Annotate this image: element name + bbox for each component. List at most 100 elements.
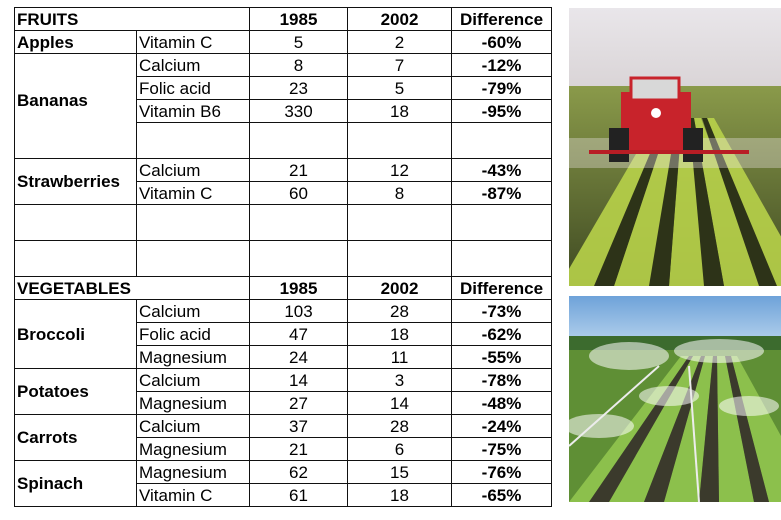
difference-cell: -43% bbox=[451, 158, 553, 182]
value-1985: 47 bbox=[249, 322, 349, 346]
difference-cell: -55% bbox=[451, 345, 553, 369]
nutrient-cell: Calcium bbox=[135, 368, 251, 392]
nutrient-cell: Vitamin C bbox=[135, 30, 251, 54]
food-name: Potatoes bbox=[14, 368, 137, 415]
value-1985: 23 bbox=[249, 76, 349, 100]
difference-cell: -12% bbox=[451, 53, 553, 77]
empty-row bbox=[14, 240, 553, 277]
value-1985: 27 bbox=[249, 391, 349, 415]
difference-cell: -65% bbox=[451, 483, 553, 507]
value-1985: 103 bbox=[249, 299, 349, 323]
field-irrigation-sprinklers-photo bbox=[569, 296, 781, 502]
fruits-heading: FRUITS bbox=[13, 7, 251, 31]
value-1985: 330 bbox=[249, 99, 349, 123]
empty-cell bbox=[14, 204, 137, 241]
value-2002: 14 bbox=[347, 391, 453, 415]
empty-cell bbox=[347, 122, 453, 159]
value-1985: 61 bbox=[249, 483, 349, 507]
table-row: Bananas Calcium 8 7 -12% bbox=[14, 53, 553, 159]
value-1985: 21 bbox=[249, 158, 349, 182]
difference-cell: -78% bbox=[451, 368, 553, 392]
table-row: Vitamin C 61 18 -65% bbox=[15, 483, 553, 507]
empty-cell bbox=[135, 122, 251, 159]
difference-cell: -60% bbox=[451, 30, 553, 54]
value-1985: 5 bbox=[249, 30, 349, 54]
difference-cell: -62% bbox=[451, 322, 553, 346]
value-2002: 28 bbox=[347, 414, 453, 438]
value-2002: 7 bbox=[347, 53, 453, 77]
year-1985-header: 1985 bbox=[249, 7, 349, 31]
nutrient-cell: Folic acid bbox=[135, 322, 251, 346]
value-1985: 24 bbox=[249, 345, 349, 369]
empty-cell bbox=[14, 240, 137, 277]
empty-cell bbox=[249, 240, 349, 277]
nutrient-cell: Vitamin B6 bbox=[135, 99, 251, 123]
vegetables-header-row: VEGETABLES 1985 2002 Difference bbox=[13, 276, 553, 300]
table-row: Broccoli Calcium 103 28 -73% bbox=[14, 299, 553, 369]
empty-cell bbox=[249, 204, 349, 241]
value-2002: 18 bbox=[347, 483, 453, 507]
value-2002: 15 bbox=[347, 460, 453, 484]
table-row: Magnesium 27 14 -48% bbox=[15, 391, 553, 415]
difference-cell: -73% bbox=[451, 299, 553, 323]
table-row: Carrots Calcium 37 28 -24% bbox=[14, 414, 553, 461]
difference-cell: -79% bbox=[451, 76, 553, 100]
empty-row bbox=[15, 122, 553, 159]
difference-cell: -87% bbox=[451, 181, 553, 205]
table-row: Apples Vitamin C 5 2 -60% bbox=[14, 30, 553, 54]
value-2002: 11 bbox=[347, 345, 453, 369]
year-1985-header: 1985 bbox=[249, 276, 349, 300]
table-row: Vitamin B6 330 18 -95% bbox=[15, 99, 553, 123]
year-2002-header: 2002 bbox=[347, 276, 453, 300]
value-1985: 8 bbox=[249, 53, 349, 77]
value-2002: 18 bbox=[347, 322, 453, 346]
difference-cell: -24% bbox=[451, 414, 553, 438]
value-2002: 12 bbox=[347, 158, 453, 182]
difference-cell: -76% bbox=[451, 460, 553, 484]
nutrient-cell: Magnesium bbox=[135, 460, 251, 484]
empty-cell bbox=[347, 204, 453, 241]
nutrient-cell: Magnesium bbox=[135, 437, 251, 461]
food-name: Spinach bbox=[14, 460, 137, 507]
nutrient-cell: Calcium bbox=[135, 53, 251, 77]
table-row: Spinach Magnesium 62 15 -76% bbox=[14, 460, 553, 507]
value-1985: 21 bbox=[249, 437, 349, 461]
value-2002: 5 bbox=[347, 76, 453, 100]
table-row: Magnesium 21 6 -75% bbox=[15, 437, 553, 461]
value-2002: 8 bbox=[347, 181, 453, 205]
empty-cell bbox=[451, 240, 553, 277]
empty-cell bbox=[451, 204, 553, 241]
empty-cell bbox=[135, 240, 251, 277]
food-name: Bananas bbox=[14, 53, 137, 159]
value-2002: 18 bbox=[347, 99, 453, 123]
difference-cell: -48% bbox=[451, 391, 553, 415]
value-2002: 3 bbox=[347, 368, 453, 392]
value-1985: 37 bbox=[249, 414, 349, 438]
value-2002: 2 bbox=[347, 30, 453, 54]
empty-cell bbox=[347, 240, 453, 277]
table-row: Strawberries Calcium 21 12 -43% bbox=[14, 158, 553, 205]
nutrient-cell: Vitamin C bbox=[135, 483, 251, 507]
value-2002: 6 bbox=[347, 437, 453, 461]
value-2002: 28 bbox=[347, 299, 453, 323]
difference-cell: -75% bbox=[451, 437, 553, 461]
nutrient-table: FRUITS 1985 2002 Difference Apples Vitam… bbox=[13, 7, 553, 507]
value-1985: 62 bbox=[249, 460, 349, 484]
nutrient-cell: Calcium bbox=[135, 299, 251, 323]
empty-cell bbox=[249, 122, 349, 159]
nutrient-cell: Magnesium bbox=[135, 345, 251, 369]
food-name: Carrots bbox=[14, 414, 137, 461]
tractor-spraying-field-photo bbox=[569, 8, 781, 286]
food-name: Strawberries bbox=[14, 158, 137, 205]
fruits-header-row: FRUITS 1985 2002 Difference bbox=[13, 7, 553, 31]
year-2002-header: 2002 bbox=[347, 7, 453, 31]
nutrient-cell: Calcium bbox=[135, 158, 251, 182]
nutrient-cell: Folic acid bbox=[135, 76, 251, 100]
difference-header: Difference bbox=[451, 276, 553, 300]
food-name: Apples bbox=[14, 30, 137, 54]
empty-cell bbox=[451, 122, 553, 159]
nutrient-cell: Magnesium bbox=[135, 391, 251, 415]
empty-row bbox=[14, 204, 553, 241]
difference-cell: -95% bbox=[451, 99, 553, 123]
value-1985: 14 bbox=[249, 368, 349, 392]
